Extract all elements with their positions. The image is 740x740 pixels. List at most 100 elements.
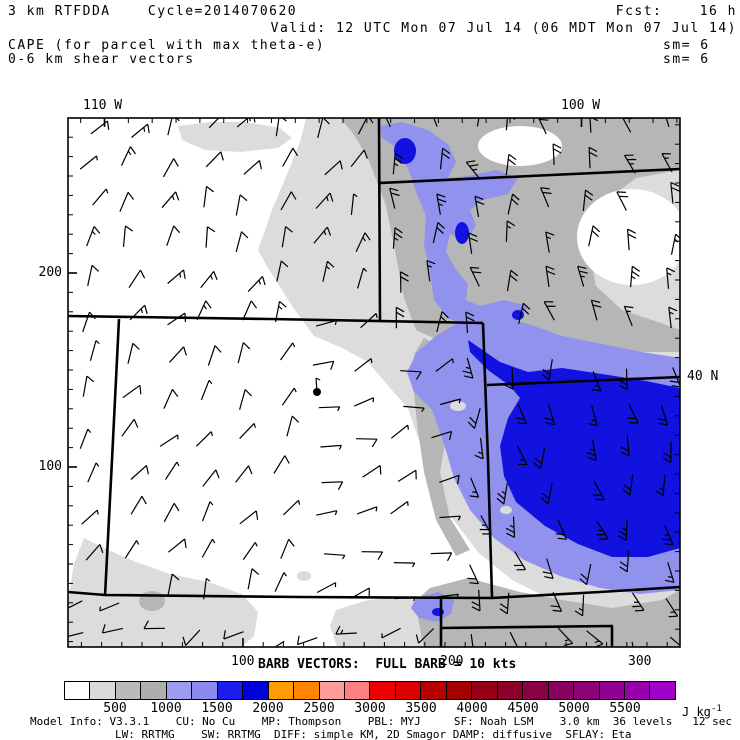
wind-barb [462, 357, 474, 379]
wind-barb [316, 582, 337, 594]
barb-legend: BARB VECTORS: FULL BARB = 10 kts [258, 657, 517, 672]
wind-barb [467, 564, 480, 585]
y-grid-label-100: 100 [38, 459, 62, 474]
colorbar-cell [216, 682, 243, 699]
wind-barb [167, 269, 186, 284]
x-grid-label-300: 300 [628, 654, 652, 669]
colorbar-cell [267, 682, 294, 699]
cape-region-blue-spot-1 [394, 138, 416, 164]
wind-barb [479, 515, 492, 535]
cape-region-se-block [417, 578, 680, 647]
wind-barb [163, 502, 180, 523]
wind-barb [588, 225, 601, 247]
wind-barb [545, 265, 556, 288]
wind-barb [202, 469, 220, 487]
unit-text: J kg [682, 705, 711, 719]
wind-barb [296, 635, 318, 646]
wind-barb [236, 118, 256, 128]
colorbar-cell [649, 682, 675, 699]
colorbar-cell [140, 682, 166, 699]
wind-barb [630, 265, 641, 288]
wind-barb [513, 551, 527, 571]
wind-barb [505, 220, 516, 242]
wind-barb [507, 193, 520, 215]
wind-barb [282, 499, 301, 516]
wind-barb [168, 538, 187, 553]
cape-region-speck-b [297, 571, 311, 581]
wind-barb [631, 641, 634, 647]
wind-barbs [68, 118, 680, 647]
cape-region-speck-c [500, 506, 512, 514]
colorbar-tick-label: 4000 [456, 701, 488, 716]
wind-barb [242, 300, 258, 321]
wind-barb [276, 260, 289, 282]
wind-barb [518, 302, 531, 324]
wind-barb [124, 540, 140, 559]
colorbar-cell [623, 682, 650, 699]
wind-barb [395, 306, 405, 329]
wind-barb [665, 598, 679, 618]
wind-barb [505, 516, 516, 538]
colorbar-tick-label: 2500 [303, 701, 335, 716]
colorbar-cell [191, 682, 217, 699]
colorbar-cell [369, 682, 395, 699]
wind-barb [670, 181, 680, 204]
lon-label-110w: 110 W [83, 98, 123, 113]
wind-barb [82, 375, 95, 397]
wind-barb [541, 482, 553, 505]
wind-barb [439, 147, 451, 170]
wind-barb [86, 226, 101, 247]
colorbar-cell [242, 682, 268, 699]
wind-barb [361, 551, 384, 561]
wind-barb [167, 573, 180, 595]
wind-barb [316, 510, 338, 516]
wind-barb [397, 469, 417, 483]
wind-barb [281, 226, 293, 248]
wind-barb [122, 225, 134, 247]
wind-barb [474, 437, 484, 460]
colorbar-cell [114, 682, 141, 699]
wind-barb [99, 602, 120, 612]
smoothing-value-1: sm= 6 [663, 38, 710, 53]
y-grid-label-200: 200 [38, 265, 62, 280]
wind-barb [313, 226, 332, 244]
shear-title: 0-6 km shear vectors [8, 52, 195, 67]
wind-barb [541, 359, 553, 381]
colorbar-cell [293, 682, 319, 699]
wind-barb [544, 404, 556, 426]
cape-region-s-speck-band [411, 592, 454, 622]
colorbar-cell [89, 682, 115, 699]
wind-barb [435, 358, 454, 372]
wind-barb [399, 271, 409, 293]
wind-barb [321, 481, 344, 490]
wind-barb [590, 299, 602, 321]
cape-region-blue-spot-3 [512, 310, 524, 320]
wind-barb [280, 342, 296, 361]
state-border [378, 167, 680, 185]
valid-time-label: Valid: 12 UTC Mon 07 Jul 14 (06 MDT Mon … [270, 21, 737, 36]
wind-barb [182, 629, 201, 646]
wind-barb [588, 146, 598, 169]
wind-barb [203, 185, 215, 208]
wind-barb [465, 160, 480, 179]
wind-barb [280, 191, 297, 211]
cape-shading [68, 118, 680, 647]
colorbar-cell [573, 682, 599, 699]
station-dot [313, 388, 321, 396]
wind-barb [474, 195, 485, 218]
wind-barb [664, 562, 675, 583]
cape-region-speck-a [450, 401, 466, 411]
wind-barb [87, 264, 100, 287]
cape-region-ne-band [380, 122, 528, 326]
wind-barb [552, 143, 562, 165]
wind-barb [557, 627, 574, 646]
wind-barb [208, 118, 220, 129]
wind-barb [92, 188, 109, 206]
wind-barb [207, 345, 222, 366]
wind-barb [350, 149, 368, 167]
wind-barb [89, 340, 100, 361]
state-borders [68, 118, 680, 647]
wind-barb [239, 510, 259, 525]
state-border [103, 318, 121, 597]
wind-barb [586, 439, 597, 461]
